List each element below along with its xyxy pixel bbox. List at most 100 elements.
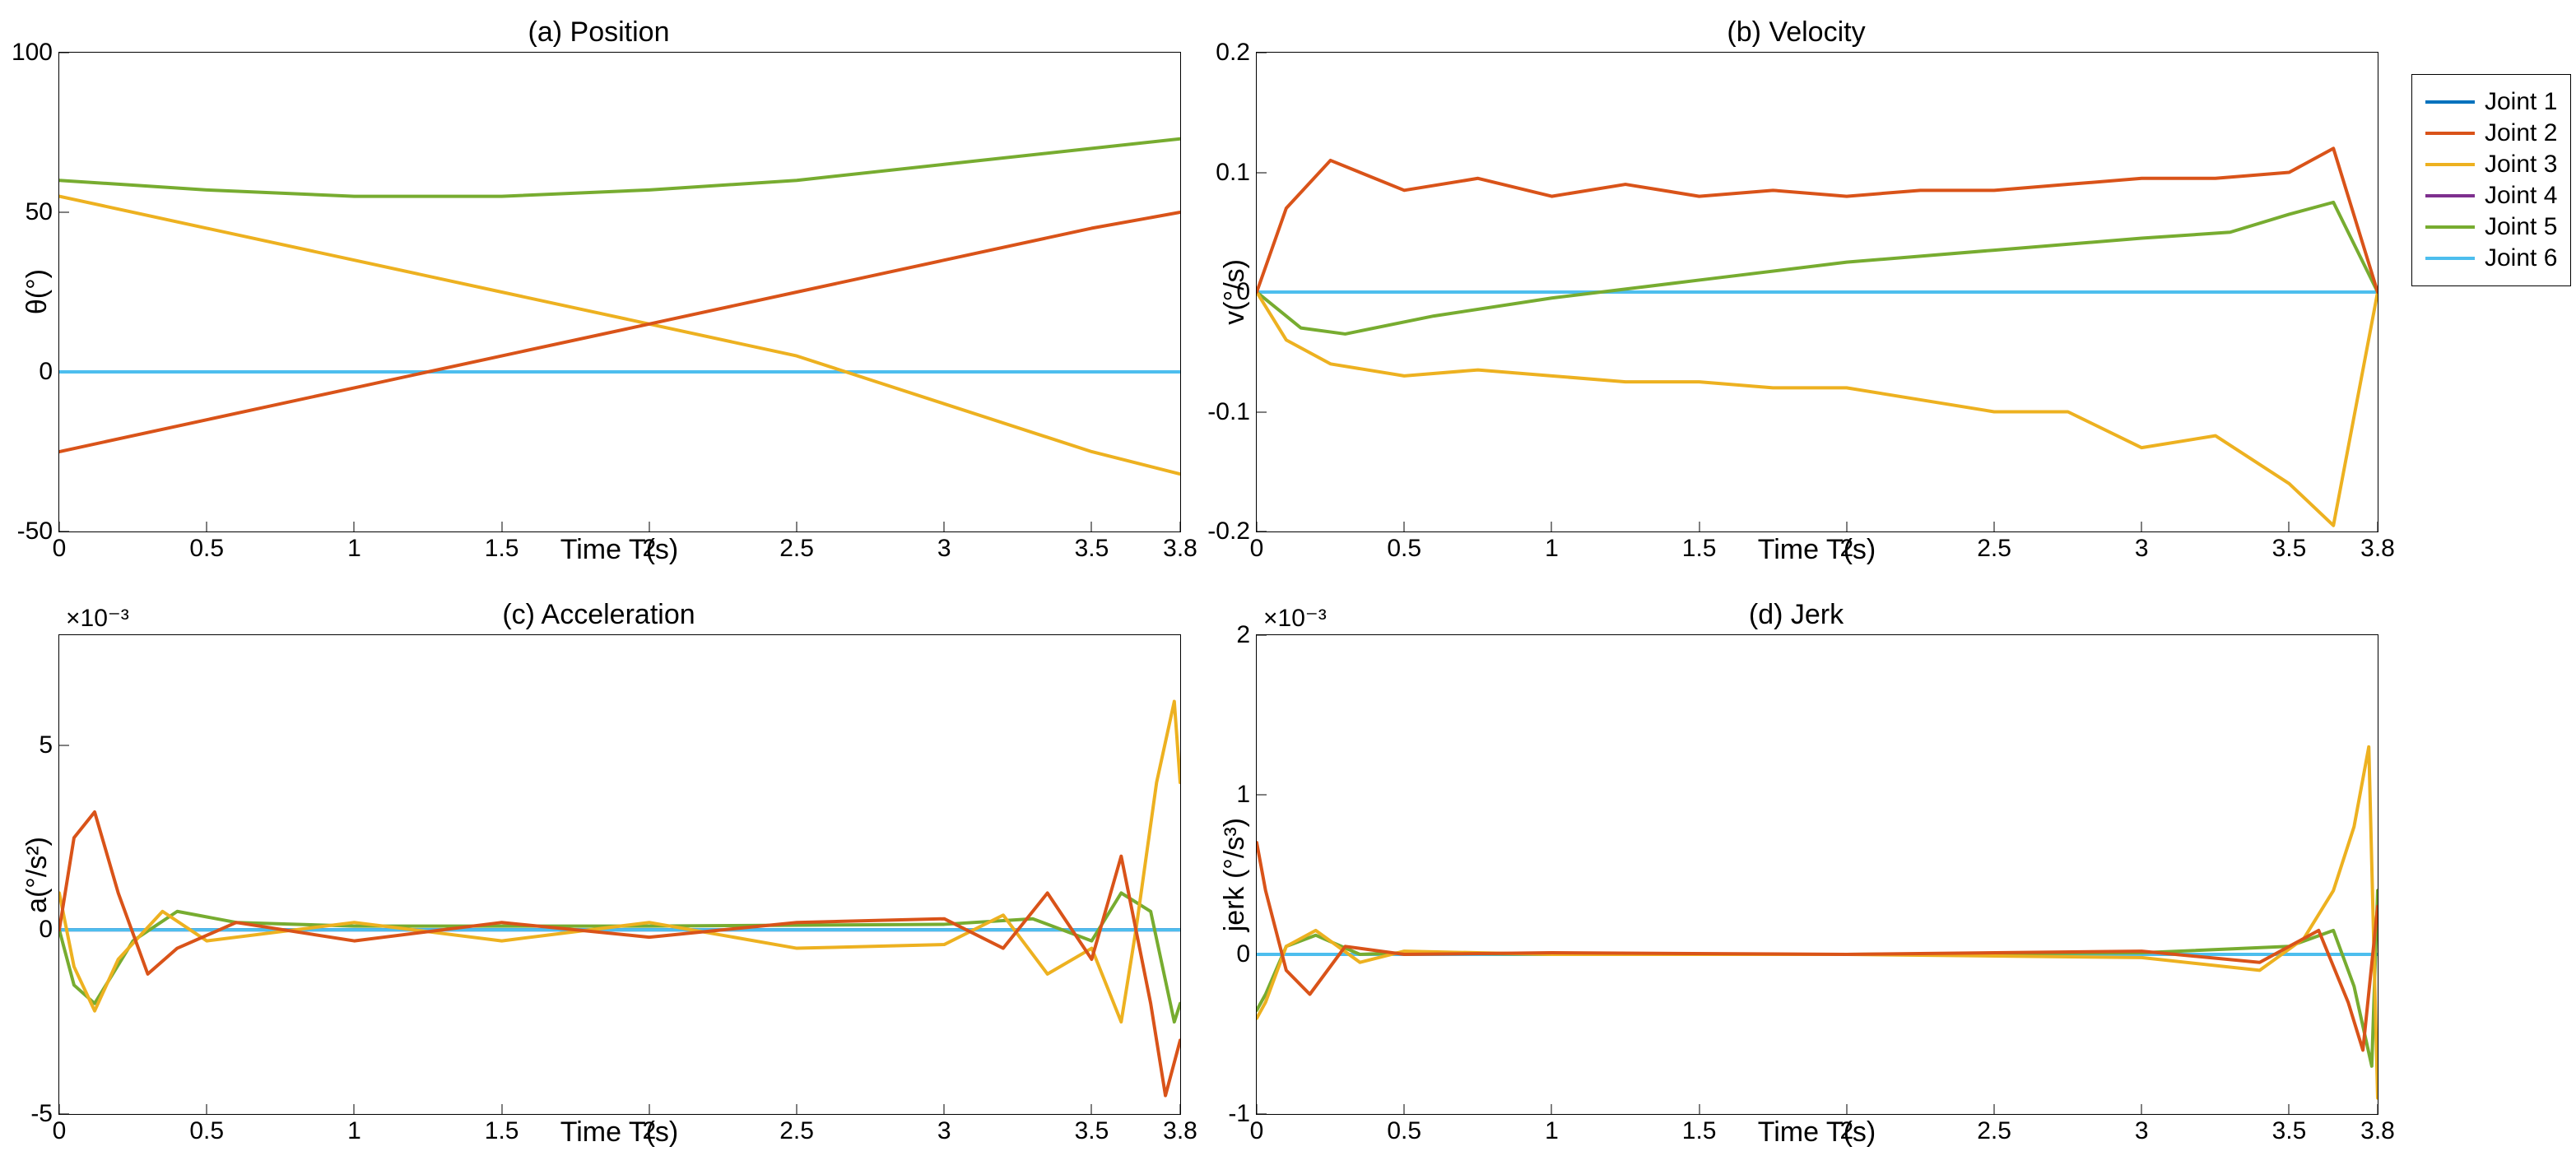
xtick-label: 2 (642, 535, 656, 563)
legend-label: Joint 6 (2485, 244, 2557, 272)
legend-item: Joint 2 (2425, 119, 2557, 147)
xtick-label: 1 (347, 1117, 361, 1145)
panel-b-title: (b) Velocity (1214, 16, 2378, 49)
panel-a-xlabel: Time T(s) (58, 532, 1181, 566)
ytick-label: 0 (39, 916, 53, 944)
xtick-label: 3.8 (2360, 535, 2395, 563)
ytick-label: 5 (39, 731, 53, 759)
xtick-label: 3.5 (2272, 1117, 2307, 1145)
xtick-label: 0.5 (189, 1117, 224, 1145)
legend-swatch (2425, 132, 2475, 135)
xtick-label: 3.8 (1163, 1117, 1197, 1145)
legend: Joint 1 Joint 2 Joint 3 Joint 4 Joint 5 Joint… (2411, 74, 2571, 286)
xtick-label: 1.5 (485, 535, 519, 563)
xtick-label: 0 (53, 1117, 67, 1145)
xtick-label: 3.8 (2360, 1117, 2395, 1145)
xtick-label: 2.5 (1977, 535, 2011, 563)
xtick-label: 3 (2135, 535, 2149, 563)
xtick-label: 0 (1250, 1117, 1264, 1145)
xtick-label: 1 (1545, 1117, 1559, 1145)
plot-svg (1257, 53, 2378, 531)
xtick-label: 0 (53, 535, 67, 563)
xtick-label: 1.5 (1682, 535, 1717, 563)
figure-container: (a) Position θ(°) -5005010000.511.522.53… (16, 16, 2576, 1149)
ytick-label: 0 (39, 358, 53, 386)
series-joint3 (1257, 747, 2378, 1098)
ytick-label: -50 (17, 518, 53, 545)
xtick-label: 1 (347, 535, 361, 563)
ytick-label: 0 (1236, 278, 1250, 306)
xtick-label: 1.5 (1682, 1117, 1717, 1145)
legend-swatch (2425, 257, 2475, 260)
xtick-label: 0.5 (189, 535, 224, 563)
panel-velocity: (b) Velocity v(°/s) -0.2-0.100.10.200.51… (1214, 16, 2378, 566)
legend-item: Joint 3 (2425, 151, 2557, 179)
plot-svg (59, 635, 1180, 1114)
xtick-label: 1 (1545, 535, 1559, 563)
legend-item: Joint 1 (2425, 88, 2557, 116)
series-joint2 (1257, 842, 2378, 1050)
legend-item: Joint 6 (2425, 244, 2557, 272)
panel-acceleration: (c) Acceleration a(°/s²) ×10⁻³ -50500.51… (16, 599, 1181, 1149)
series-joint2 (59, 212, 1180, 452)
ytick-label: 2 (1236, 621, 1250, 649)
plot-svg (1257, 635, 2378, 1114)
series-joint3 (59, 702, 1180, 1022)
ytick-label: -0.2 (1207, 518, 1250, 545)
ytick-label: -5 (30, 1100, 53, 1128)
panel-a-ylabel: θ(°) (16, 269, 58, 314)
legend-label: Joint 2 (2485, 119, 2557, 147)
xtick-label: 2.5 (1977, 1117, 2011, 1145)
ytick-label: 50 (26, 198, 53, 226)
xtick-label: 3 (2135, 1117, 2149, 1145)
panel-c-exponent: ×10⁻³ (66, 604, 129, 633)
series-joint3 (59, 197, 1180, 475)
legend-swatch (2425, 194, 2475, 197)
panel-d-ylabel: jerk (°/s³) (1214, 818, 1256, 931)
panel-c-title: (c) Acceleration (16, 599, 1181, 631)
xtick-label: 3.5 (1075, 1117, 1109, 1145)
legend-swatch (2425, 225, 2475, 229)
legend-label: Joint 4 (2485, 182, 2557, 210)
plot-svg (59, 53, 1180, 531)
series-joint5 (1257, 890, 2378, 1065)
panel-c-plot: ×10⁻³ -50500.511.522.533.53.8 (58, 634, 1181, 1115)
panel-c-ylabel: a(°/s²) (16, 837, 58, 913)
ytick-label: 1 (1236, 781, 1250, 809)
xtick-label: 3.5 (1075, 535, 1109, 563)
ytick-label: -0.1 (1207, 398, 1250, 426)
xtick-label: 3.8 (1163, 535, 1197, 563)
panel-d-title: (d) Jerk (1214, 599, 2378, 631)
xtick-label: 0.5 (1387, 1117, 1421, 1145)
ytick-label: 0.2 (1216, 39, 1250, 67)
xtick-label: 2 (1839, 1117, 1853, 1145)
panel-b-plot: -0.2-0.100.10.200.511.522.533.53.8 (1256, 52, 2378, 532)
legend-label: Joint 5 (2485, 213, 2557, 241)
xtick-label: 3 (937, 1117, 951, 1145)
spacer (2411, 599, 2576, 1149)
panel-d-plot: ×10⁻³ -101200.511.522.533.53.8 (1256, 634, 2378, 1115)
ytick-label: 0.1 (1216, 159, 1250, 187)
ytick-label: 0 (1236, 940, 1250, 968)
series-joint5 (59, 139, 1180, 197)
legend-swatch (2425, 100, 2475, 104)
xtick-label: 0.5 (1387, 535, 1421, 563)
xtick-label: 1.5 (485, 1117, 519, 1145)
series-joint2 (59, 812, 1180, 1096)
xtick-label: 0 (1250, 535, 1264, 563)
series-joint3 (1257, 292, 2378, 526)
panel-a-plot: -5005010000.511.522.533.53.8 (58, 52, 1181, 532)
legend-swatch (2425, 163, 2475, 166)
ytick-label: 100 (12, 39, 53, 67)
xtick-label: 2 (642, 1117, 656, 1145)
panel-jerk: (d) Jerk jerk (°/s³) ×10⁻³ -101200.511.5… (1214, 599, 2378, 1149)
series-joint5 (1257, 202, 2378, 334)
legend-label: Joint 3 (2485, 151, 2557, 179)
xtick-label: 2.5 (779, 535, 814, 563)
series-joint2 (1257, 148, 2378, 292)
legend-label: Joint 1 (2485, 88, 2557, 116)
series-joint5 (59, 893, 1180, 1022)
legend-item: Joint 5 (2425, 213, 2557, 241)
panel-b-xlabel: Time T(s) (1255, 532, 2378, 566)
panel-a-title: (a) Position (16, 16, 1181, 49)
